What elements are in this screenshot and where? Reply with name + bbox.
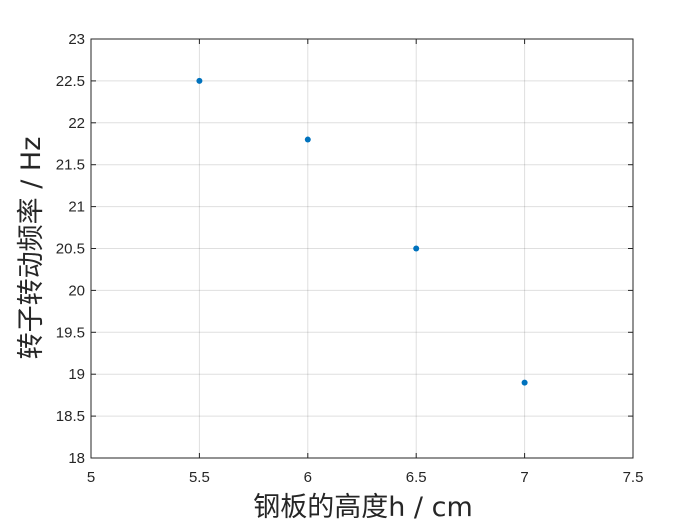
ticks: 5 5.5 6 6.5 7 7.5 18 18.5 19 19.5 20 20.5 21 21.5 22 22… bbox=[56, 31, 644, 486]
data-points bbox=[196, 77, 528, 386]
data-point bbox=[413, 245, 420, 252]
y-tick-label: 19 bbox=[68, 366, 85, 383]
data-point bbox=[304, 136, 311, 143]
x-axis-title: 钢板的高度h / cm bbox=[253, 492, 473, 523]
y-tick-label: 20 bbox=[68, 282, 85, 299]
y-tick-label: 23 bbox=[68, 31, 85, 48]
y-tick-label: 22.5 bbox=[56, 73, 85, 90]
x-tick-label: 6 bbox=[304, 469, 312, 486]
x-tick-label: 6.5 bbox=[406, 469, 427, 486]
data-point bbox=[521, 379, 528, 386]
data-point bbox=[196, 77, 203, 84]
y-tick-label: 20.5 bbox=[56, 241, 85, 258]
x-tick-label: 5 bbox=[87, 469, 95, 486]
y-tick-label: 21 bbox=[68, 199, 85, 216]
x-tick-label: 7 bbox=[520, 469, 528, 486]
y-tick-label: 22 bbox=[68, 115, 85, 132]
y-axis-title: 转子转动频率 / Hz bbox=[16, 137, 47, 360]
y-tick-label: 18 bbox=[68, 450, 85, 467]
x-tick-label: 7.5 bbox=[623, 469, 644, 486]
y-tick-label: 18.5 bbox=[56, 408, 85, 425]
y-tick-label: 19.5 bbox=[56, 324, 85, 341]
y-tick-label: 21.5 bbox=[56, 157, 85, 174]
plot-area bbox=[91, 39, 633, 458]
x-tick-label: 5.5 bbox=[189, 469, 210, 486]
